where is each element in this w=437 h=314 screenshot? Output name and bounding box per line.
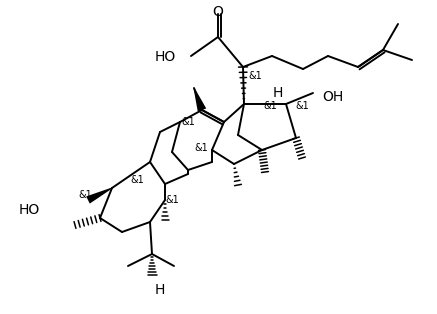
- Text: HO: HO: [155, 50, 176, 64]
- Text: &1: &1: [78, 190, 92, 200]
- Text: &1: &1: [181, 117, 195, 127]
- Text: HO: HO: [19, 203, 40, 217]
- Text: &1: &1: [263, 101, 277, 111]
- Text: &1: &1: [194, 143, 208, 153]
- Text: O: O: [212, 5, 223, 19]
- Text: &1: &1: [248, 71, 262, 81]
- Text: H: H: [155, 283, 165, 297]
- Text: &1: &1: [130, 175, 144, 185]
- Polygon shape: [194, 88, 206, 111]
- Text: OH: OH: [322, 90, 343, 104]
- Text: H: H: [273, 86, 283, 100]
- Polygon shape: [86, 187, 112, 203]
- Text: &1: &1: [295, 101, 309, 111]
- Text: &1: &1: [165, 195, 179, 205]
